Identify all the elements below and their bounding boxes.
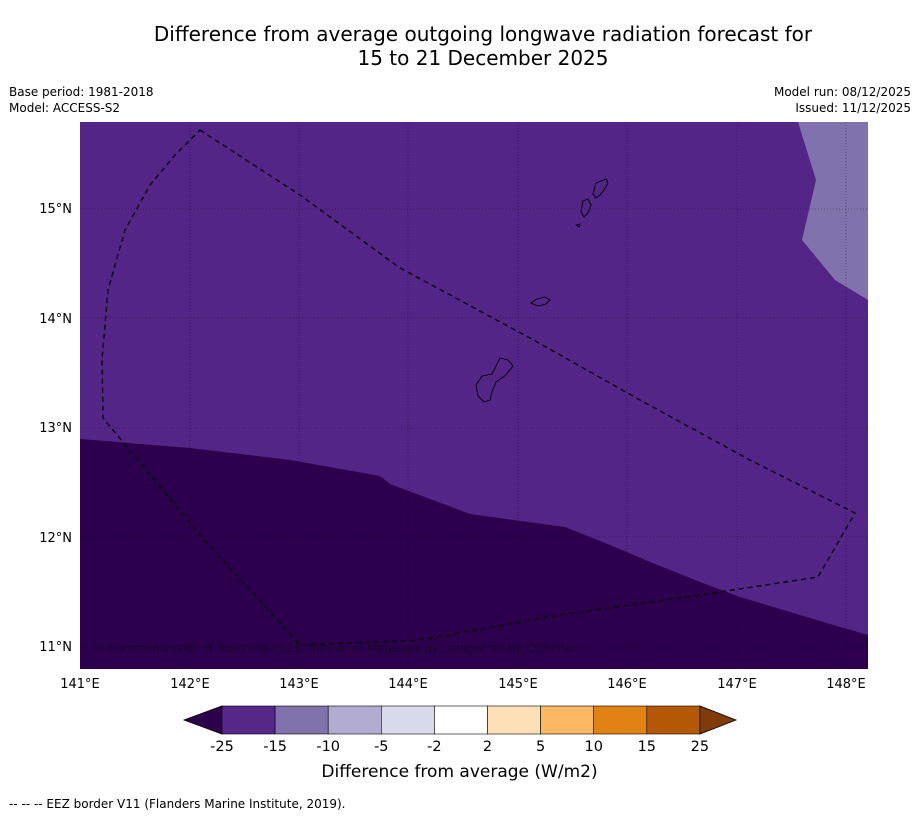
eez-border [101, 129, 856, 646]
colorbar-box [646, 705, 701, 735]
colorbar-boxes [182, 705, 738, 735]
title-line-2: 15 to 21 December 2025 [357, 46, 609, 70]
colorbar-tick-label: -2 [427, 739, 441, 755]
colorbar-tick-label: 10 [584, 739, 602, 755]
colorbar-box [327, 705, 382, 735]
lon-label-146e: 146°E [607, 677, 647, 692]
base-period-label: Base period: 1981-2018 [9, 85, 154, 99]
chart-title: Difference from average outgoing longwav… [0, 22, 919, 70]
island-saipan [592, 178, 609, 199]
colorbar-tick-label: 25 [691, 739, 709, 755]
islands [475, 178, 609, 403]
colorbar-title: Difference from average (W/m2) [321, 762, 598, 782]
title-line-1: Difference from average outgoing longwav… [153, 22, 813, 46]
colorbar-extension-low [182, 705, 223, 735]
colorbar-tick-label: -25 [210, 739, 234, 755]
colorbar-extension-high [699, 705, 738, 735]
lon-label-148e: 148°E [826, 677, 866, 692]
issued-label: Issued: 11/12/2025 [795, 101, 911, 115]
colorbar-box [593, 705, 648, 735]
island-aguijan [574, 223, 581, 228]
lon-label-142e: 142°E [170, 677, 210, 692]
island-guam [475, 357, 514, 403]
meta-right: Model run: 08/12/2025 Issued: 11/12/2025 [774, 84, 911, 116]
colorbar-tick-label: 2 [483, 739, 492, 755]
lon-labels: 141°E 142°E 143°E 144°E 145°E 146°E 147°… [60, 677, 866, 692]
colorbar-box [380, 705, 435, 735]
map: © Commonwealth of Australia 2025, Bureau… [39, 122, 868, 692]
colorbar-tick-label: -15 [263, 739, 287, 755]
lat-label-11n: 11°N [39, 640, 72, 655]
lon-label-144e: 144°E [388, 677, 428, 692]
model-run-label: Model run: 08/12/2025 [773, 85, 911, 99]
colorbar-box [274, 705, 329, 735]
colorbar-box [540, 705, 594, 735]
lat-label-14n: 14°N [39, 312, 72, 327]
colorbar-box [487, 705, 541, 735]
colorbar-tick-label: -10 [316, 739, 340, 755]
colorbar-box [434, 705, 488, 735]
model-label: Model: ACCESS-S2 [9, 101, 121, 115]
lat-labels: 15°N 14°N 13°N 12°N 11°N [39, 202, 72, 655]
lat-label-13n: 13°N [39, 421, 72, 436]
colorbar-ticks: -25 -15 -10 -5 -2 2 5 10 15 25 [210, 739, 709, 755]
colorbar: -25 -15 -10 -5 -2 2 5 10 15 25 [182, 705, 738, 755]
copyright-text: © Commonwealth of Australia 2025, Bureau… [93, 641, 577, 655]
lon-label-147e: 147°E [717, 677, 757, 692]
gridlines [80, 122, 868, 669]
island-tinian [580, 198, 592, 218]
island-rota [530, 296, 551, 307]
colorbar-tick-label: -5 [374, 739, 388, 755]
colorbar-box [221, 705, 276, 735]
meta-left: Base period: 1981-2018 Model: ACCESS-S2 [9, 84, 154, 116]
map-region-light-purple [798, 122, 868, 300]
colorbar-tick-label: 5 [536, 739, 545, 755]
lat-label-12n: 12°N [39, 531, 72, 546]
lon-label-143e: 143°E [279, 677, 319, 692]
colorbar-tick-label: 15 [638, 739, 656, 755]
lon-label-145e: 145°E [498, 677, 538, 692]
lon-label-141e: 141°E [60, 677, 100, 692]
eez-legend: -- -- -- EEZ border V11 (Flanders Marine… [9, 797, 346, 811]
map-region-dark-purple [80, 439, 868, 669]
lat-label-15n: 15°N [39, 202, 72, 217]
